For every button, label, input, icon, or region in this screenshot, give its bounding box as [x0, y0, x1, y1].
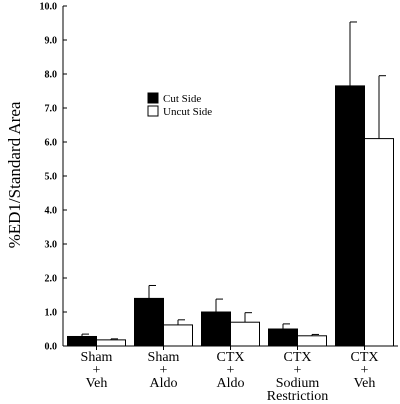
- y-axis-label: %ED1/Standard Area: [5, 101, 24, 248]
- x-category-label: Restriction: [267, 389, 328, 404]
- bars: [67, 85, 394, 347]
- x-category-label: Sham: [81, 350, 113, 365]
- bar-cut-side: [67, 335, 97, 347]
- y-tick-label: 10.0: [40, 2, 58, 13]
- y-tick-label: 3.0: [45, 240, 58, 251]
- x-category-label: Aldo: [150, 376, 178, 391]
- legend-swatch-cut-side: [147, 92, 159, 104]
- x-category-label: +: [361, 363, 369, 378]
- y-tick-label: 6.0: [45, 138, 58, 149]
- bar-uncut-side: [96, 339, 126, 347]
- bar-uncut-side: [297, 335, 327, 347]
- y-tick-label: 4.0: [45, 206, 58, 217]
- x-category-label: Veh: [354, 376, 376, 391]
- y-tick-label: 5.0: [45, 172, 58, 183]
- x-category-label: Sham: [148, 350, 180, 365]
- y-tick-label: 8.0: [45, 70, 58, 81]
- bar-uncut-side: [230, 321, 260, 347]
- x-category-label: +: [93, 363, 101, 378]
- y-tick-label: 1.0: [45, 308, 58, 319]
- x-category-label: Aldo: [217, 376, 245, 391]
- x-category-label: Veh: [86, 376, 108, 391]
- y-ticks: 0.0 1.0 2.0 3.0 4.0 5.0 6.0 7.0 8.0 9.0 10.0: [40, 2, 67, 353]
- legend-swatch-uncut-side: [147, 105, 159, 117]
- legend: Cut Side Uncut Side: [147, 92, 212, 118]
- x-category-label: +: [294, 363, 302, 378]
- x-category-label: CTX: [284, 350, 312, 365]
- x-category-label: +: [227, 363, 235, 378]
- y-tick-label: 7.0: [45, 104, 58, 115]
- bar-cut-side: [335, 85, 365, 347]
- x-category-label: CTX: [351, 350, 379, 365]
- y-tick-label: 2.0: [45, 274, 58, 285]
- bar-uncut-side: [364, 138, 394, 347]
- y-tick-label: 9.0: [45, 36, 58, 47]
- y-tick-label: 0.0: [45, 342, 58, 353]
- bar-cut-side: [268, 328, 298, 347]
- x-category-label: CTX: [217, 350, 245, 365]
- legend-label-uncut-side: Uncut Side: [163, 106, 212, 118]
- error-bars: [81, 21, 386, 340]
- x-category-label: +: [160, 363, 168, 378]
- bar-cut-side: [201, 311, 231, 347]
- legend-label-cut-side: Cut Side: [163, 93, 201, 105]
- bar-uncut-side: [163, 324, 193, 347]
- x-category-labels: Sham+VehSham+AldoCTX+AldoCTX+SodiumRestr…: [81, 346, 379, 404]
- bar-cut-side: [134, 297, 164, 347]
- x-category-label: Sodium: [276, 376, 320, 391]
